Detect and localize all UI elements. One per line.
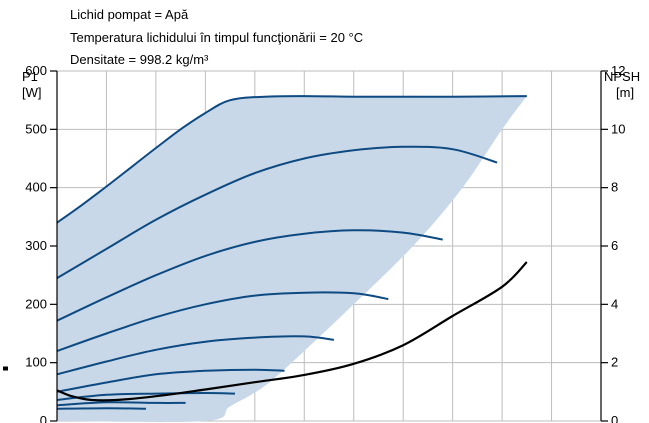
left-axis-marker (3, 367, 8, 371)
y-right-label-line2: [m] (616, 85, 634, 100)
y-left-tick-label: 300 (25, 238, 47, 253)
y-right-tick-label: 4 (611, 296, 618, 311)
y-right-ticks: 0 2 4 6 8 10 12 (601, 63, 625, 423)
power-curve-9 (57, 408, 146, 409)
annotation-temperature: Temperatura lichidului în timpul funcţio… (70, 30, 363, 45)
y-right-tick-label: 6 (611, 238, 618, 253)
y-right-tick-label: 10 (611, 121, 625, 136)
y-right-tick-label: 0 (611, 413, 618, 423)
left-marker-mark (3, 367, 8, 371)
y-right-tick-label: 2 (611, 355, 618, 370)
annotation-density: Densitate = 998.2 kg/m³ (70, 52, 209, 67)
y-left-label-line2: [W] (22, 85, 42, 100)
y-right-tick-label: 12 (611, 63, 625, 78)
y-right-tick-label: 8 (611, 180, 618, 195)
y-left-tick-label: 200 (25, 296, 47, 311)
y-left-tick-label: 600 (25, 63, 47, 78)
annotation-fluid: Lichid pompat = Apă (70, 7, 189, 22)
operating-envelope (57, 96, 527, 422)
y-left-tick-label: 400 (25, 180, 47, 195)
y-left-tick-label: 500 (25, 121, 47, 136)
y-left-tick-label: 0 (40, 413, 47, 423)
y-left-tick-label: 100 (25, 355, 47, 370)
y-left-ticks: 0 100 200 300 400 500 600 (25, 63, 57, 423)
